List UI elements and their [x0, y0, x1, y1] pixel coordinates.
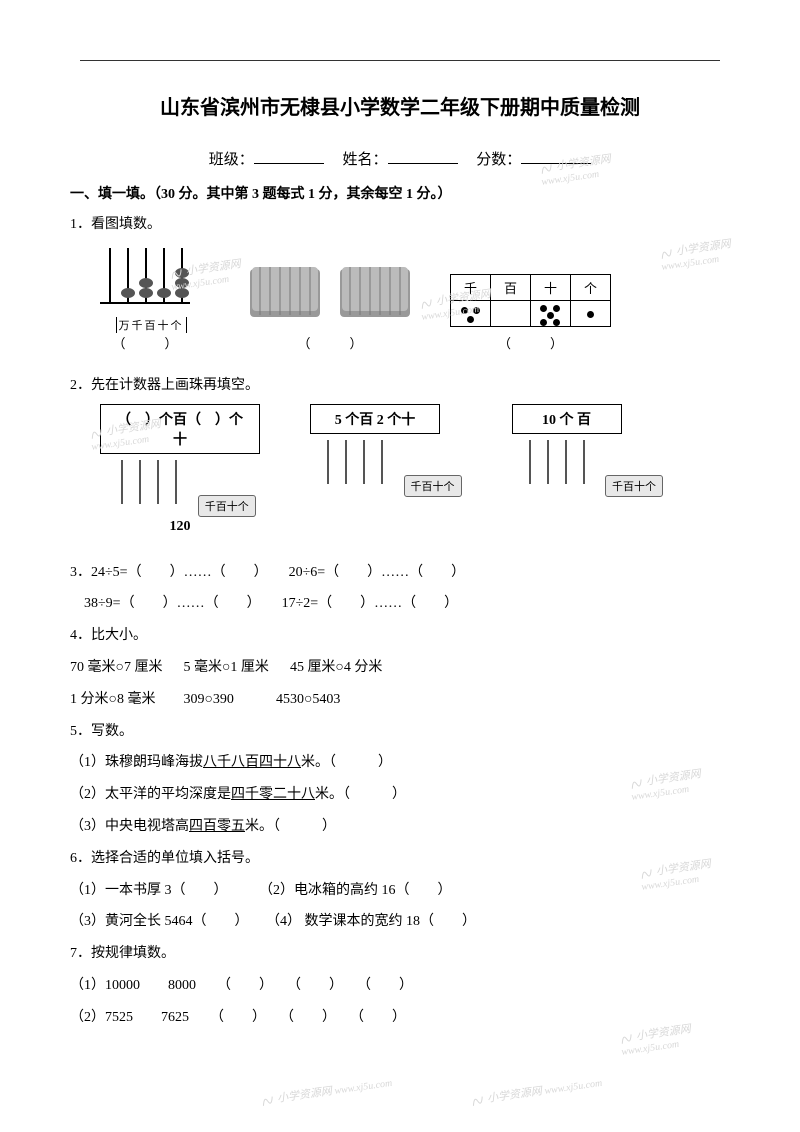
top-rule — [80, 60, 720, 61]
q3c[interactable]: 38÷9=（ ）……（ ） — [84, 596, 261, 611]
q1-label: 1．看图填数。 — [70, 213, 730, 237]
name-label: 姓名： — [342, 152, 387, 168]
counter-icon-2 — [310, 440, 400, 490]
cell-ge — [571, 300, 611, 326]
q5b-1: （2）太平洋的平均深度是 — [70, 787, 231, 802]
cell-shi — [531, 300, 571, 326]
q1-fig-abacus: 万千百十个 （ ） — [80, 243, 210, 352]
q5b-3[interactable]: 米。（ ） — [315, 787, 406, 802]
q6d[interactable]: （4） 数学课本的宽约 18（ ） — [266, 914, 476, 929]
q2-col1: （ ）个百（ ）个十 千百十个 120 — [100, 404, 260, 535]
q3b[interactable]: 20÷6=（ ）……（ ） — [289, 565, 466, 580]
q5-label: 5．写数。 — [70, 720, 730, 744]
section-1-heading: 一、填一填。（30 分。其中第 3 题每式 1 分，其余每空 1 分。） — [70, 183, 730, 203]
q4-r2c[interactable]: 4530○5403 — [276, 692, 340, 707]
q5a-u: 八千八百四十八 — [203, 755, 301, 770]
q2-box3: 10 个 百 — [512, 404, 622, 434]
q5c-3[interactable]: 米。（ ） — [245, 819, 336, 834]
q5c[interactable]: （3）中央电视塔高四百零五米。（ ） — [70, 815, 730, 839]
q1-ans3[interactable]: （ ） — [450, 333, 611, 352]
q5a-3[interactable]: 米。（ ） — [301, 755, 392, 770]
q2-col3: 10 个 百 千百十个 — [512, 404, 664, 497]
abacus-icon — [90, 243, 200, 313]
q4-label: 4．比大小。 — [70, 624, 730, 648]
th-qian: 千 — [451, 274, 491, 300]
cell-bai — [491, 300, 531, 326]
watermark-9: 小学资源网 www.xj5u.com — [259, 1074, 393, 1109]
class-blank[interactable] — [254, 148, 324, 164]
q5a-1: （1）珠穆朗玛峰海拔 — [70, 755, 203, 770]
q4-r2b[interactable]: 309○390 — [183, 692, 233, 707]
th-bai: 百 — [491, 274, 531, 300]
score-blank[interactable] — [521, 148, 591, 164]
q7-label: 7．按规律填数。 — [70, 942, 730, 966]
q5b[interactable]: （2）太平洋的平均深度是四千零二十八米。（ ） — [70, 783, 730, 807]
counter-base-3: 千百十个 — [605, 475, 663, 497]
q4-row2[interactable]: 1 分米○8 毫米 309○390 4530○5403 — [70, 688, 730, 712]
th-ge: 个 — [571, 274, 611, 300]
q6a[interactable]: （1）一本书厚 3（ ） — [70, 883, 228, 898]
th-shi: 十 — [531, 274, 571, 300]
place-value-table: 千 百 十 个 — [450, 274, 611, 327]
q5b-u: 四千零二十八 — [231, 787, 315, 802]
bundle-icon — [240, 259, 420, 329]
header-fields: 班级： 姓名： 分数： — [70, 148, 730, 169]
q6-label: 6．选择合适的单位填入括号。 — [70, 847, 730, 871]
q6b[interactable]: （2）电冰箱的高约 16（ ） — [259, 883, 452, 898]
doc-title: 山东省滨州市无棣县小学数学二年级下册期中质量检测 — [70, 91, 730, 120]
q4-r1a[interactable]: 70 毫米○7 厘米 — [70, 660, 162, 675]
q4-r1b[interactable]: 5 毫米○1 厘米 — [183, 660, 268, 675]
q7b[interactable]: （2）7525 7625 （ ） （ ） （ ） — [70, 1006, 730, 1030]
q5c-1: （3）中央电视塔高 — [70, 819, 189, 834]
q4-row1[interactable]: 70 毫米○7 厘米 5 毫米○1 厘米 45 厘米○4 分米 — [70, 656, 730, 680]
q3d[interactable]: 17÷2=（ ）……（ ） — [282, 596, 459, 611]
q3a[interactable]: 3．24÷5=（ ）……（ ） — [70, 565, 268, 580]
q1-ans1[interactable]: （ ） — [80, 333, 210, 352]
q2-num120: 120 — [100, 519, 260, 535]
q6-row1[interactable]: （1）一本书厚 3（ ） （2）电冰箱的高约 16（ ） — [70, 879, 730, 903]
q1-ans2[interactable]: （ ） — [230, 333, 430, 352]
q7a[interactable]: （1）10000 8000 （ ） （ ） （ ） — [70, 974, 730, 998]
q2-box2: 5 个百 2 个十 — [310, 404, 440, 434]
q6-row2[interactable]: （3）黄河全长 5464（ ） （4） 数学课本的宽约 18（ ） — [70, 910, 730, 934]
q4-r1c[interactable]: 45 厘米○4 分米 — [290, 660, 382, 675]
q5c-u: 四百零五 — [189, 819, 245, 834]
q1-fig-bundles: （ ） — [230, 259, 430, 352]
q5a[interactable]: （1）珠穆朗玛峰海拔八千八百四十八米。（ ） — [70, 751, 730, 775]
counter-icon-3 — [512, 440, 602, 490]
class-label: 班级： — [209, 152, 254, 168]
q4-r2a[interactable]: 1 分米○8 毫米 — [70, 692, 155, 707]
counter-base-2: 千百十个 — [404, 475, 462, 497]
counter-icon — [104, 460, 194, 510]
counter-base-1: 千百十个 — [198, 495, 256, 517]
cell-qian — [451, 300, 491, 326]
name-blank[interactable] — [388, 148, 458, 164]
watermark-10: 小学资源网 www.xj5u.com — [469, 1074, 603, 1109]
q2-box1[interactable]: （ ）个百（ ）个十 — [100, 404, 260, 454]
q6c[interactable]: （3）黄河全长 5464（ ） — [70, 914, 249, 929]
score-label: 分数： — [476, 152, 521, 168]
abacus-places: 万千百十个 — [116, 317, 187, 333]
q2-col2: 5 个百 2 个十 千百十个 — [310, 404, 462, 497]
q2-label: 2．先在计数器上画珠再填空。 — [70, 374, 730, 398]
q1-fig-table: 千 百 十 个 （ ） — [450, 274, 611, 352]
